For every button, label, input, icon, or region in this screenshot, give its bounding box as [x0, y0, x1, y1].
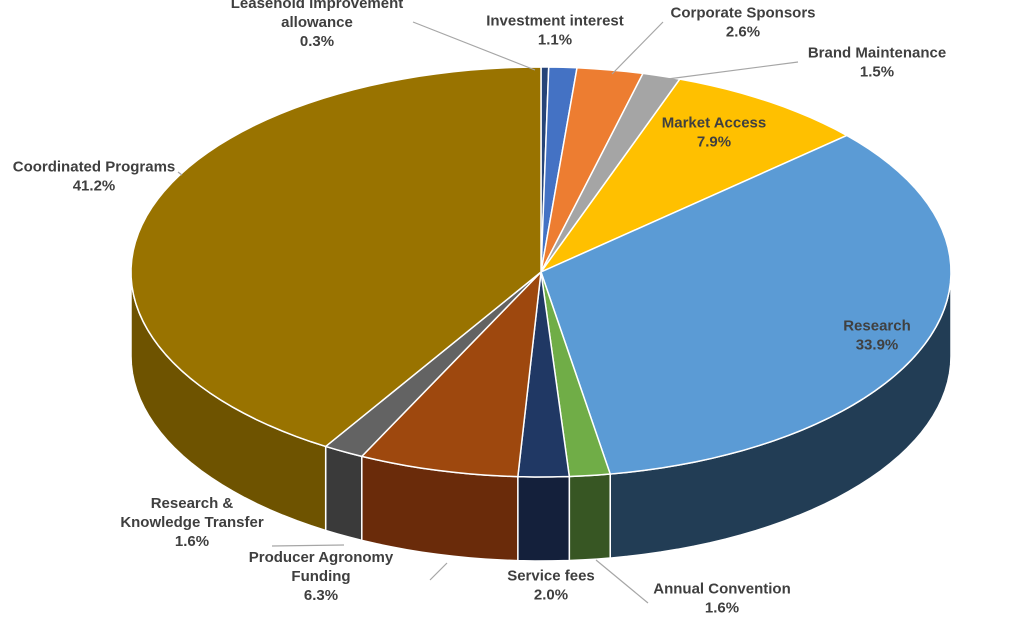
data-label-category: Annual Convention — [653, 581, 791, 598]
slice-side-service-fees — [517, 475, 571, 562]
data-label-category: Research & — [151, 495, 234, 512]
data-label-percent: 6.3% — [304, 587, 338, 604]
slice-producer-agronomy-funding — [361, 271, 542, 478]
data-label-annual-convention: Annual Convention 1.6% — [653, 581, 791, 617]
data-label-category: Corporate Sponsors — [670, 5, 815, 22]
data-label-category: Producer Agronomy — [249, 549, 394, 566]
leader-line-research-knowledge-transfer — [271, 544, 345, 547]
data-label-corporate-sponsors: Corporate Sponsors 2.6% — [670, 5, 815, 41]
data-label-category: Coordinated Programs — [13, 159, 176, 176]
data-label-producer-agronomy-funding: Producer Agronomy Funding 6.3% — [249, 549, 394, 604]
data-label-percent: 2.6% — [726, 24, 760, 41]
data-label-category: Market Access — [662, 115, 767, 132]
data-label-percent: 1.5% — [860, 64, 894, 81]
data-label-leasehold-improvement-allowance: Leasehold improvement allowance 0.3% — [231, 0, 404, 50]
data-label-research-knowledge-transfer: Research & Knowledge Transfer 1.6% — [120, 495, 264, 550]
data-label-service-fees: Service fees 2.0% — [507, 568, 595, 604]
data-label-brand-maintenance: Brand Maintenance 1.5% — [808, 45, 946, 81]
data-label-percent: 33.9% — [856, 337, 899, 354]
data-labels-group: Leasehold improvement allowance 0.3% Invest… — [13, 0, 946, 617]
data-label-percent: 1.6% — [175, 533, 209, 550]
data-label-category: Knowledge Transfer — [120, 514, 264, 531]
data-label-percent: 41.2% — [73, 178, 116, 195]
data-label-market-access: Market Access 7.9% — [662, 115, 767, 151]
data-label-category: Research — [843, 318, 911, 335]
leader-line-leasehold-improvement-allowance — [412, 21, 536, 71]
leader-lines-group — [177, 21, 799, 604]
data-label-percent: 2.0% — [534, 587, 568, 604]
data-label-percent: 7.9% — [697, 134, 731, 151]
data-label-category: Service fees — [507, 568, 595, 585]
slice-market-access — [540, 78, 848, 273]
leader-line-annual-convention — [595, 559, 649, 604]
slice-side-annual-convention — [568, 473, 611, 562]
data-label-category: Brand Maintenance — [808, 45, 946, 62]
slice-coordinated-programs — [130, 66, 542, 448]
slice-tops-group — [130, 66, 952, 478]
data-label-research: Research 33.9% — [843, 318, 911, 354]
data-label-category: Leasehold improvement — [231, 0, 404, 12]
slice-side-research-knowledge-transfer — [324, 445, 363, 542]
data-label-investment-interest: Investment interest 1.1% — [486, 13, 624, 49]
slice-research — [540, 134, 952, 475]
data-label-coordinated-programs: Coordinated Programs 41.2% — [13, 159, 176, 195]
leader-line-coordinated-programs — [177, 171, 183, 176]
leader-line-brand-maintenance — [659, 61, 799, 81]
data-label-category: Funding — [291, 568, 350, 585]
data-label-percent: 1.1% — [538, 32, 572, 49]
data-label-percent: 0.3% — [300, 33, 334, 50]
data-label-percent: 1.6% — [705, 600, 739, 617]
data-label-category: allowance — [281, 14, 353, 31]
leader-line-producer-agronomy-funding — [429, 562, 448, 581]
leader-line-corporate-sponsors — [611, 21, 664, 75]
data-label-category: Investment interest — [486, 13, 624, 30]
